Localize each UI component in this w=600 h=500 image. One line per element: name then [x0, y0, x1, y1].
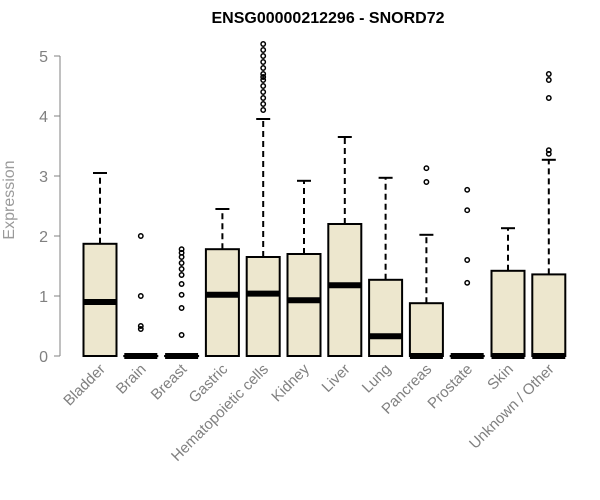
outlier-point: [178, 260, 185, 266]
outlier-point: [260, 107, 267, 113]
outlier-point: [545, 147, 552, 154]
x-tick-label: Skin: [484, 361, 517, 394]
outlier-point: [260, 74, 267, 80]
outlier-point: [260, 77, 267, 83]
box-8: [368, 176, 404, 357]
outlier-point: [260, 89, 267, 95]
outlier-point: [545, 150, 552, 157]
outlier-point: [137, 323, 144, 329]
box-rect: [286, 253, 322, 357]
box-6: [286, 179, 322, 357]
box-5: [245, 41, 281, 357]
box-11: [490, 227, 526, 359]
outlier-point: [260, 101, 267, 107]
outlier-point: [545, 71, 552, 77]
box-2: [123, 233, 159, 359]
outlier-point: [178, 249, 185, 256]
x-tick-label: Prostate: [424, 361, 476, 413]
outlier-point: [464, 207, 471, 214]
y-axis-label: Expression: [1, 160, 18, 239]
outlier-point: [260, 53, 267, 59]
outlier-point: [464, 257, 471, 263]
outlier-point: [260, 47, 267, 53]
box-10: [449, 186, 485, 359]
box-rect: [327, 223, 363, 357]
box-9: [408, 165, 444, 359]
outlier-point: [260, 65, 267, 71]
y-tick-label: 0: [39, 349, 48, 366]
outlier-point: [178, 305, 185, 311]
outlier-point: [178, 246, 185, 253]
box-1: [82, 172, 118, 357]
outlier-point: [423, 165, 430, 172]
outlier-point: [178, 332, 185, 338]
outlier-point: [545, 95, 552, 101]
outlier-point: [260, 59, 267, 65]
outlier-point: [178, 281, 185, 287]
box-7: [327, 136, 363, 357]
y-tick-label: 2: [39, 229, 48, 246]
box-3: [164, 246, 200, 359]
outlier-point: [260, 71, 267, 77]
y-tick-label: 5: [39, 49, 48, 66]
x-tick-label: Bladder: [60, 361, 109, 410]
box-rect: [204, 248, 240, 357]
box-rect: [490, 269, 526, 357]
y-tick-label: 4: [39, 109, 48, 126]
y-tick-label: 3: [39, 169, 48, 186]
outlier-point: [178, 266, 185, 272]
x-tick-label: Lung: [359, 361, 395, 397]
box-rect: [531, 273, 567, 357]
outlier-point: [178, 272, 185, 278]
outlier-point: [137, 326, 144, 332]
outlier-point: [545, 77, 552, 83]
outlier-point: [178, 291, 185, 298]
y-axis: 0 1 2 3 4 5: [39, 49, 61, 366]
outlier-point: [137, 293, 144, 299]
box-4: [204, 208, 240, 357]
plot-area: [82, 41, 567, 359]
x-tick-label: Brain: [113, 361, 150, 398]
box-rect: [408, 302, 444, 358]
box-rect: [245, 256, 281, 357]
x-tick-label: Kidney: [268, 360, 313, 405]
y-tick-label: 1: [39, 289, 48, 306]
x-tick-label: Breast: [148, 360, 191, 403]
outlier-point: [464, 279, 471, 286]
outlier-point: [260, 41, 267, 47]
chart-title: ENSG00000212296 - SNORD72: [211, 10, 444, 27]
outlier-point: [260, 95, 267, 101]
outlier-point: [423, 179, 430, 185]
x-tick-label: Liver: [319, 361, 354, 396]
outlier-point: [137, 233, 144, 239]
outlier-point: [464, 186, 471, 193]
outlier-point: [260, 83, 267, 89]
box-12: [531, 71, 567, 359]
box-rect: [368, 278, 404, 357]
